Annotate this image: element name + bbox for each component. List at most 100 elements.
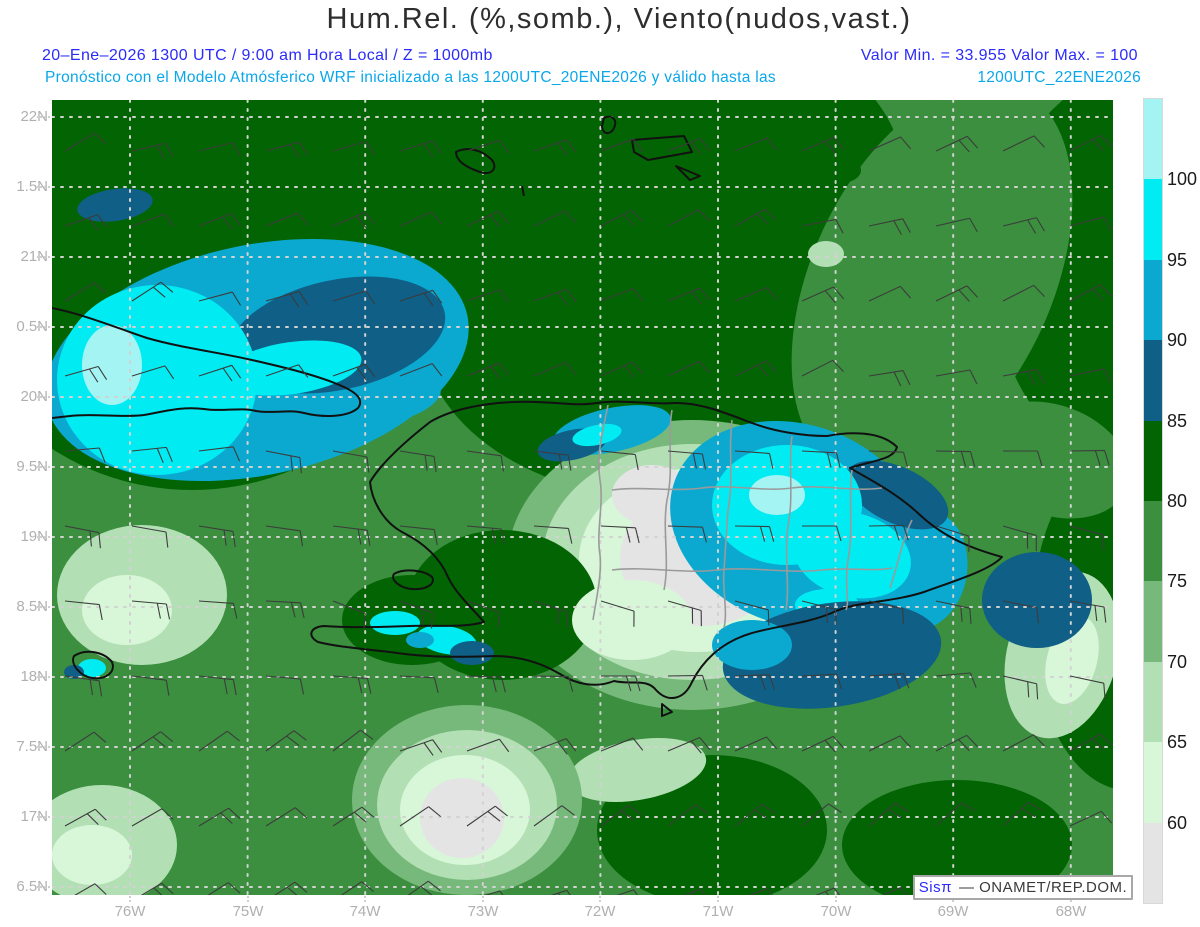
lon-tick-label: 76W <box>114 903 146 920</box>
wind-barb-icon <box>600 737 644 752</box>
wind-barb-icon <box>1002 217 1045 234</box>
wind-barb-icon <box>131 600 171 620</box>
wind-barb-icon <box>533 288 577 306</box>
humidity-colorbar <box>1143 98 1163 904</box>
wind-barb-icon <box>533 738 577 755</box>
wind-barb-icon <box>466 210 510 228</box>
wind-barb-icon <box>801 673 843 690</box>
wind-barb-icon <box>935 135 979 153</box>
wind-barb-icon <box>935 600 972 624</box>
wind-barb-icon <box>198 730 240 752</box>
wind-barb-icon <box>600 889 644 895</box>
wind-barb-icon <box>600 600 635 627</box>
lon-tick-label: 70W <box>820 903 852 920</box>
colorbar-segment <box>1144 179 1162 260</box>
colorbar-value-label: 80 <box>1167 491 1188 511</box>
lat-tick-mark <box>37 676 50 678</box>
wind-barb-icon <box>600 675 641 692</box>
wind-barb-icon <box>734 888 778 895</box>
wind-barb-icon <box>734 803 776 827</box>
humidity-blob <box>450 641 494 665</box>
wind-barb-icon <box>131 142 174 160</box>
attribution-text: — ONAMET/REP.DOM. <box>958 879 1128 896</box>
wind-barb-icon <box>935 217 978 233</box>
wind-barb-icon <box>600 450 639 471</box>
colorbar-value-label: 60 <box>1167 812 1188 833</box>
colorbar-segment <box>1144 259 1162 341</box>
wind-barb-icon <box>533 805 575 827</box>
wind-barb-icon <box>1069 449 1110 466</box>
wind-barb-icon <box>1069 733 1112 752</box>
lon-tick-label: 69W <box>937 903 969 920</box>
wind-barb-icon <box>533 600 568 628</box>
wind-barb-icon <box>466 289 510 303</box>
wind-barb-icon <box>399 675 439 694</box>
humidity-blob <box>420 778 504 858</box>
humidity-blob <box>222 340 362 396</box>
wind-barb-icon <box>935 285 979 302</box>
wind-barb-icon <box>868 524 909 541</box>
wind-barb-icon <box>466 675 506 693</box>
wind-barb-icon <box>734 286 778 302</box>
humidity-blob <box>64 665 84 679</box>
lat-tick-label: 22N <box>20 108 48 125</box>
lon-tick-mark <box>717 896 719 902</box>
lat-tick-label: 18N <box>20 668 48 685</box>
humidity-blob <box>327 465 437 525</box>
wind-barb-icon <box>131 808 174 827</box>
humidity-blob <box>842 780 1072 895</box>
coastline-path <box>661 703 673 717</box>
humidity-blob <box>406 632 434 648</box>
lat-tick-label: 8.5N <box>16 598 48 615</box>
wind-barb-icon <box>332 450 370 473</box>
colorbar-segment <box>1144 420 1162 501</box>
wind-barb-icon <box>466 805 508 827</box>
wind-barb-icon <box>332 290 376 305</box>
wind-barb-icon <box>600 288 644 302</box>
wind-barb-icon <box>1002 135 1046 152</box>
wind-barb-icon <box>265 141 309 159</box>
lat-tick-label: 9.5N <box>16 458 48 475</box>
wind-barb-icon <box>935 450 976 467</box>
wind-barb-icon <box>198 291 242 306</box>
humidity-blob <box>82 575 172 645</box>
wind-barb-icon <box>868 285 912 302</box>
colorbar-segment <box>1144 581 1162 662</box>
humidity-blob <box>353 377 441 423</box>
wind-barb-icon <box>1002 675 1039 700</box>
wind-barb-icon <box>734 137 778 152</box>
wind-barb-icon <box>466 362 510 380</box>
wind-barb-icon <box>64 132 107 152</box>
wind-barb-icon <box>1069 216 1113 231</box>
model-valid-until-text: 1200UTC_22ENE2026 <box>977 69 1141 86</box>
wind-barb-icon <box>868 450 908 468</box>
wind-barb-icon <box>667 736 711 754</box>
wind-barb-icon <box>399 363 443 377</box>
lon-tick-mark <box>247 896 249 902</box>
wind-barb-icon <box>533 450 572 471</box>
wind-barb-icon <box>131 281 174 302</box>
lat-tick-label: 21N <box>20 248 48 265</box>
subtitle-line1: 20–Ene–2026 1300 UTC / 9:00 am Hora Loca… <box>42 47 1138 65</box>
wind-barb-icon <box>265 450 302 474</box>
colorbar-value-label: 65 <box>1167 732 1188 753</box>
wind-barb-icon <box>1002 368 1045 386</box>
border-path <box>592 404 609 621</box>
wind-barb-icon <box>667 360 711 377</box>
humidity-blob <box>712 620 792 670</box>
valid-time-text: 20–Ene–2026 1300 UTC / 9:00 am Hora Loca… <box>42 47 493 64</box>
wind-barb-icon <box>734 600 770 626</box>
wind-barb-icon <box>533 675 574 692</box>
colorbar-value-label: 75 <box>1167 571 1188 592</box>
wind-barb-icon <box>868 886 912 895</box>
wind-barb-icon <box>935 734 978 752</box>
lon-tick-label: 74W <box>349 903 381 920</box>
lat-tick-label: 20N <box>20 388 48 405</box>
humidity-blob <box>974 401 1113 519</box>
colorbar-segment <box>1144 822 1162 903</box>
lon-tick-mark <box>482 896 484 902</box>
wind-barb-icon <box>399 289 443 307</box>
wind-barb-icon <box>265 730 307 752</box>
wind-barb-icon <box>801 286 845 303</box>
coastline-path <box>72 650 114 680</box>
